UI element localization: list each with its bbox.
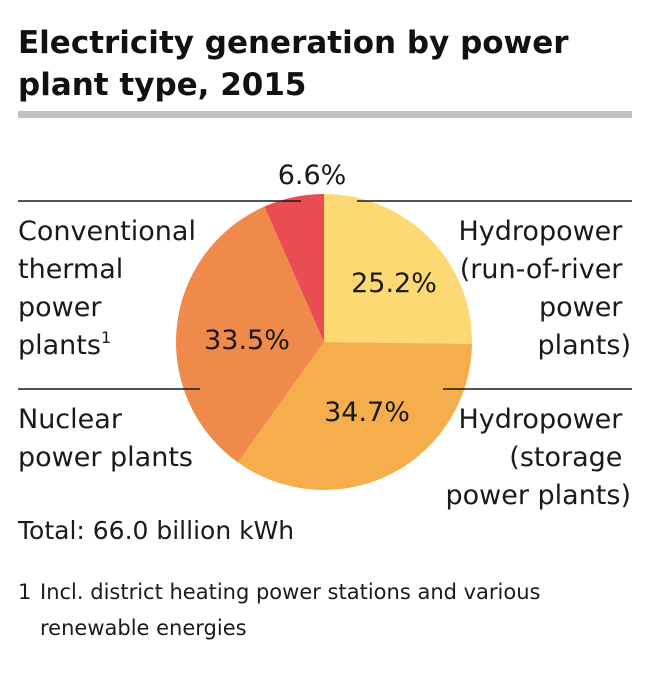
category-label-conventional: Conventional thermal power plants1 xyxy=(18,216,205,361)
footnote-text: Incl. district heating power stations an… xyxy=(40,580,541,640)
pie-slice-nuclear xyxy=(175,206,324,463)
value-label-hydro-storage: 34.7% xyxy=(324,397,410,428)
footnote: 1 Incl. district heating power stations … xyxy=(18,574,638,646)
footnote-marker: 1 xyxy=(101,328,111,347)
value-label-hydro-runofriver: 25.2% xyxy=(351,268,437,299)
category-label-hydro-runofriver: Hydropower (run-of-river power plants) xyxy=(459,216,632,361)
category-label-nuclear: Nuclear power plants xyxy=(18,404,193,473)
chart-title: Electricity generation by power plant ty… xyxy=(18,25,569,103)
value-label-conventional: 6.6% xyxy=(278,160,347,191)
pie-slice-hydro-storage xyxy=(237,342,472,491)
value-label-nuclear: 33.5% xyxy=(204,325,290,356)
category-label-hydro-storage: Hydropower (storage power plants) xyxy=(445,404,631,510)
pie-slices xyxy=(175,194,472,491)
total-label: Total: 66.0 billion kWh xyxy=(18,516,295,545)
pie-chart: 25.2% 34.7% 33.5% 6.6% Hydropower (run-o… xyxy=(18,160,632,510)
pie-slice-conventional xyxy=(264,194,324,342)
footnote-number: 1 xyxy=(18,580,32,604)
pie-slice-hydro-runofriver xyxy=(324,194,472,344)
title-underline xyxy=(18,111,632,118)
